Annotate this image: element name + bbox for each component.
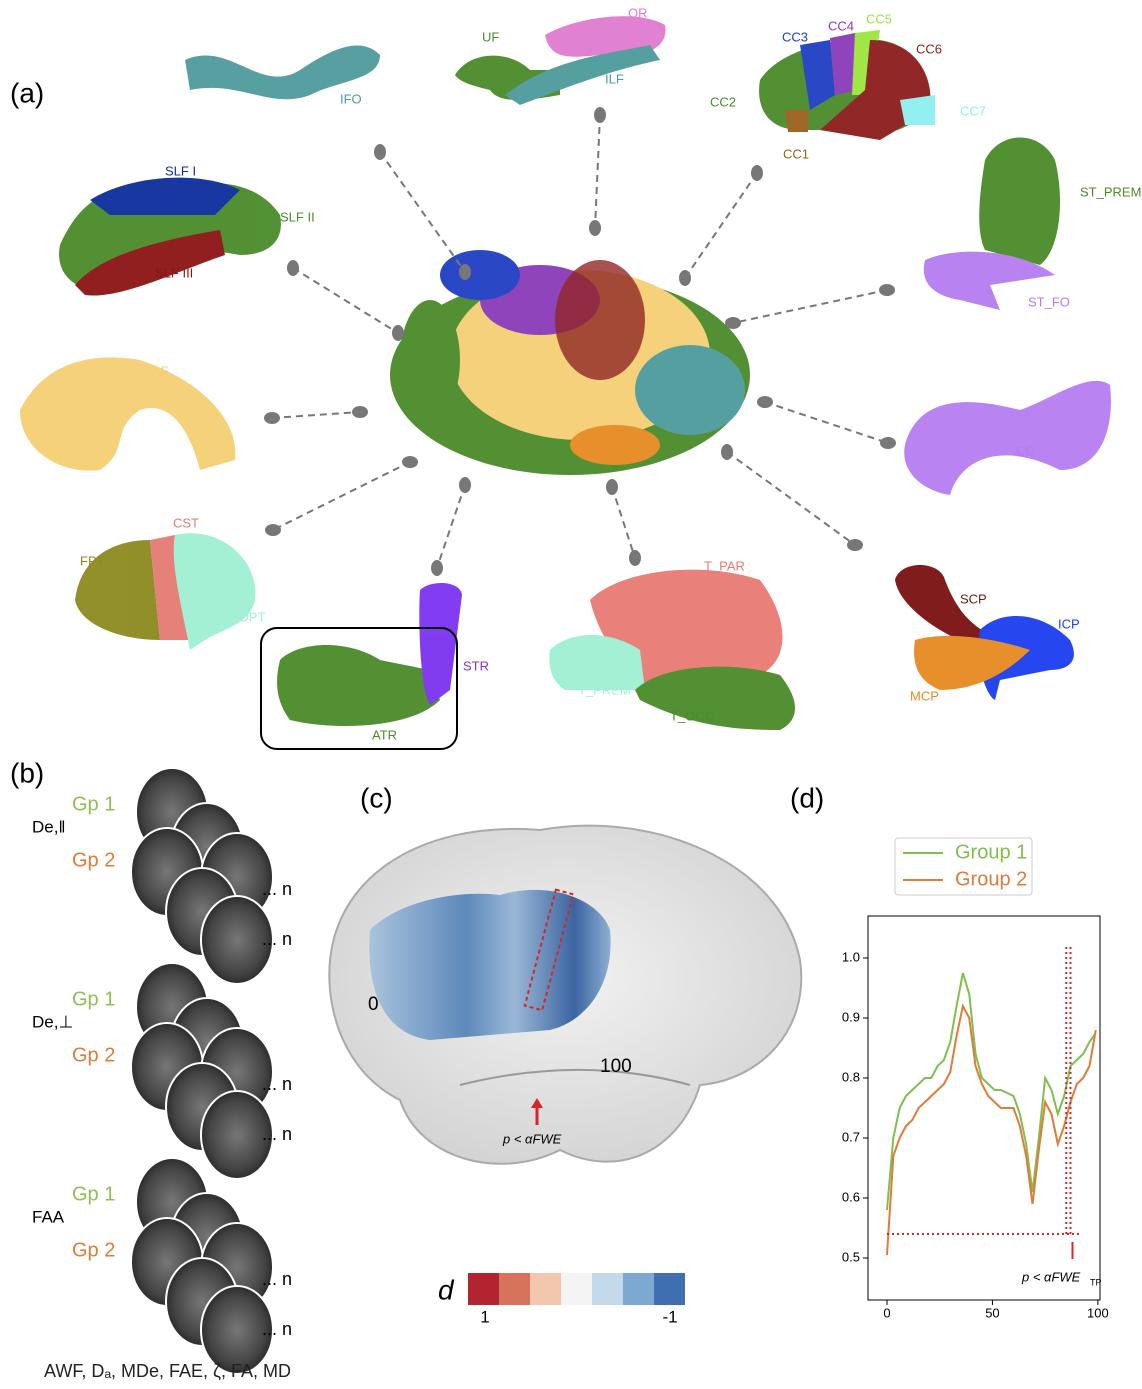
group-label: Gp 1 bbox=[72, 1183, 115, 1205]
n-label: ... n bbox=[262, 879, 292, 899]
tract-label: CC3 bbox=[782, 29, 808, 44]
brain-render bbox=[328, 824, 803, 1165]
annotation-sub: TP bbox=[1090, 1277, 1102, 1287]
tract-label: ST_FO bbox=[1028, 294, 1070, 309]
tract-label: CC4 bbox=[828, 18, 854, 33]
tract-label: ILF bbox=[605, 71, 624, 86]
tract-label: OR bbox=[628, 5, 648, 20]
y-tick-label: 0.6 bbox=[842, 1189, 860, 1204]
annotation: p < αFWE bbox=[1021, 1269, 1081, 1284]
tract-label: SCP bbox=[960, 591, 987, 606]
tract-label: ICP bbox=[1058, 616, 1080, 631]
y-tick-label: 0.9 bbox=[842, 1009, 860, 1024]
tract-label: MCP bbox=[910, 688, 939, 703]
panel-label: (c) bbox=[360, 782, 393, 813]
tract-shapes bbox=[20, 16, 1111, 730]
tract-label: SLF II bbox=[280, 209, 315, 224]
annotation: p < αFWE bbox=[502, 1131, 562, 1146]
n-label: ... n bbox=[262, 1269, 292, 1289]
y-tick-label: 1.0 bbox=[842, 949, 860, 964]
group-label: Gp 1 bbox=[72, 988, 115, 1010]
series-line bbox=[885, 972, 1097, 1211]
legend-label: Group 1 bbox=[955, 841, 1027, 863]
colorbar-cell bbox=[561, 1273, 592, 1305]
tract-label: SLF III bbox=[155, 265, 193, 280]
colorbar-label: -1 bbox=[662, 1307, 677, 1326]
group-label: Gp 2 bbox=[72, 1044, 115, 1066]
n-label: ... n bbox=[262, 929, 292, 949]
legend-label: Group 2 bbox=[955, 868, 1027, 890]
n-label: ... n bbox=[262, 1319, 292, 1339]
tract-label: CG bbox=[1016, 443, 1036, 458]
brain-slice bbox=[200, 1090, 274, 1180]
panel-label: (a) bbox=[10, 77, 44, 108]
colorbar-cell bbox=[468, 1273, 499, 1305]
series-line bbox=[885, 1003, 1097, 1256]
tract-label: CST bbox=[173, 515, 199, 530]
tract-label: SLF I bbox=[165, 163, 196, 178]
y-tick-label: 0.8 bbox=[842, 1069, 860, 1084]
tract-label: POPT bbox=[230, 609, 265, 624]
brain-slice bbox=[200, 895, 274, 985]
tract-label: T_PREM bbox=[578, 682, 631, 697]
line-chart: 0.5 0.6 0.7 0.8 0.9 1.0 0 50 100 p < αFWE TP Group … bbox=[842, 837, 1109, 1320]
group-label: Gp 1 bbox=[72, 793, 115, 815]
tract-label: UF bbox=[482, 29, 499, 44]
colorbar-cell bbox=[499, 1273, 530, 1305]
tract-label: T_OCC bbox=[670, 708, 714, 723]
y-tick-label: 0.5 bbox=[842, 1249, 860, 1264]
tract-label: CC6 bbox=[916, 41, 942, 56]
connectors bbox=[264, 107, 896, 576]
brain-slice bbox=[200, 1285, 274, 1375]
y-tick-label: 0.7 bbox=[842, 1129, 860, 1144]
x-tick-label: 100 bbox=[1087, 1305, 1109, 1320]
tract-label: CC1 bbox=[783, 146, 809, 161]
tract-label: IFO bbox=[340, 91, 362, 106]
group-label: Gp 2 bbox=[72, 849, 115, 871]
x-tick-label: 0 bbox=[883, 1305, 890, 1320]
colorbar-cell bbox=[623, 1273, 654, 1305]
colorbar-label: 1 bbox=[480, 1307, 489, 1326]
highlight-box bbox=[260, 627, 458, 750]
colorbar-cell bbox=[592, 1273, 623, 1305]
tract-label: FPT bbox=[80, 553, 105, 568]
group-label: Gp 2 bbox=[72, 1239, 115, 1261]
tract-label: CC2 bbox=[710, 94, 736, 109]
colorbar-title: d bbox=[438, 1274, 455, 1305]
tract-labels: IFO UF OR ILF CC3 CC4 CC5 CC6 CC2 CC7 CC1 SLF I SLF … bbox=[80, 5, 1141, 742]
tract-label: CC7 bbox=[960, 103, 986, 118]
tract-end: 100 bbox=[600, 1056, 632, 1077]
tract-label: STR bbox=[463, 658, 489, 673]
tract-label: ATR bbox=[372, 727, 397, 742]
measure-label: De,⊥ bbox=[32, 1012, 73, 1031]
tract-label: ST_PREM bbox=[1080, 184, 1141, 199]
x-tick-label: 50 bbox=[985, 1305, 999, 1320]
panel-label: (d) bbox=[790, 782, 824, 813]
colorbar-cell bbox=[654, 1273, 685, 1305]
n-label: ... n bbox=[262, 1124, 292, 1144]
panel-label: (b) bbox=[10, 757, 44, 788]
panel-b: De,‖ Gp 1 Gp 2 ... n ... n De,⊥ Gp 1 Gp 2 ... n.… bbox=[32, 767, 292, 1375]
tract-start: 0 bbox=[368, 994, 379, 1015]
tract-label: AF bbox=[152, 363, 169, 378]
colorbar bbox=[468, 1273, 685, 1305]
tract-label: T_PAR bbox=[704, 558, 745, 573]
measure-label: FAA bbox=[32, 1207, 65, 1226]
measure-label: De,‖ bbox=[32, 817, 65, 836]
tract-label: CC5 bbox=[866, 11, 892, 26]
measures-footer: AWF, Dₐ, MDe, FAE, ζ, FA, MD bbox=[44, 1361, 291, 1381]
n-label: ... n bbox=[262, 1074, 292, 1094]
colorbar-cell bbox=[530, 1273, 561, 1305]
plot-frame bbox=[867, 915, 1101, 1301]
